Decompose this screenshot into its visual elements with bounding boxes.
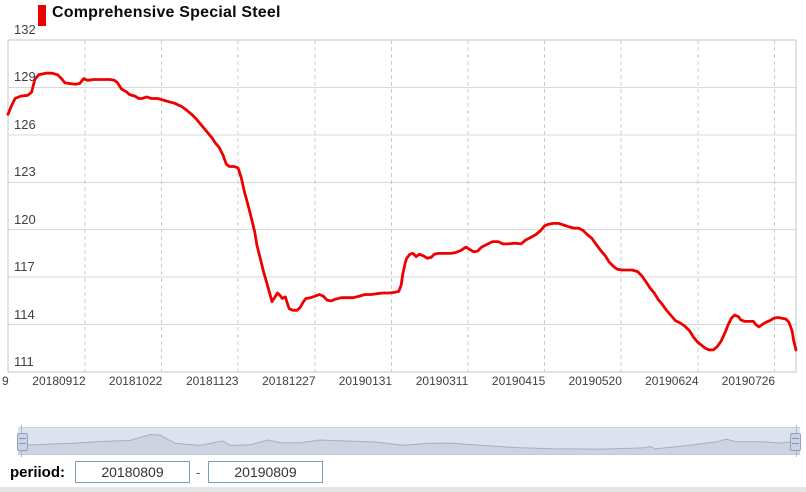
x-axis-tick-label: 20180912 (32, 374, 86, 388)
x-axis-tick-label: 20190624 (645, 374, 699, 388)
y-axis-tick-label: 129 (14, 69, 36, 85)
x-axis-tick-label: 20181227 (262, 374, 316, 388)
y-axis-tick-label: 120 (14, 211, 36, 227)
y-axis-tick-label: 117 (14, 259, 35, 275)
navigator-left-handle[interactable] (17, 433, 28, 451)
x-axis-tick-label: 20190311 (415, 374, 469, 388)
main-chart-svg (6, 39, 798, 373)
period-end-input[interactable] (208, 461, 323, 483)
range-navigator[interactable] (17, 425, 801, 457)
y-axis-tick-label: 132 (14, 22, 36, 37)
y-axis-tick-label: 114 (14, 306, 35, 322)
x-axis-tick-label: 20190415 (491, 374, 546, 388)
y-axis-tick-label: 126 (14, 116, 36, 132)
chart-title: Comprehensive Special Steel (52, 4, 281, 21)
period-separator: - (196, 465, 201, 480)
navigator-minichart-svg (18, 433, 800, 454)
x-axis-tick-label: 20181123 (185, 374, 239, 388)
series-legend-marker-icon (38, 5, 46, 26)
navigator-right-handle[interactable] (790, 433, 801, 451)
x-axis-tick-label: 20181022 (108, 374, 163, 388)
x-axis-tick-label: 20190131 (338, 374, 393, 388)
x-axis-tick-label: 20190726 (721, 374, 776, 388)
window-bottom-strip (0, 487, 806, 492)
x-axis-tick-label: 20190520 (568, 374, 622, 388)
period-start-input[interactable] (75, 461, 190, 483)
y-axis-tick-label: 111 (14, 354, 34, 369)
y-axis-tick-label: 123 (14, 164, 36, 180)
period-label: periiod: (10, 464, 65, 481)
x-axis-tick-label: 9 (2, 374, 9, 388)
